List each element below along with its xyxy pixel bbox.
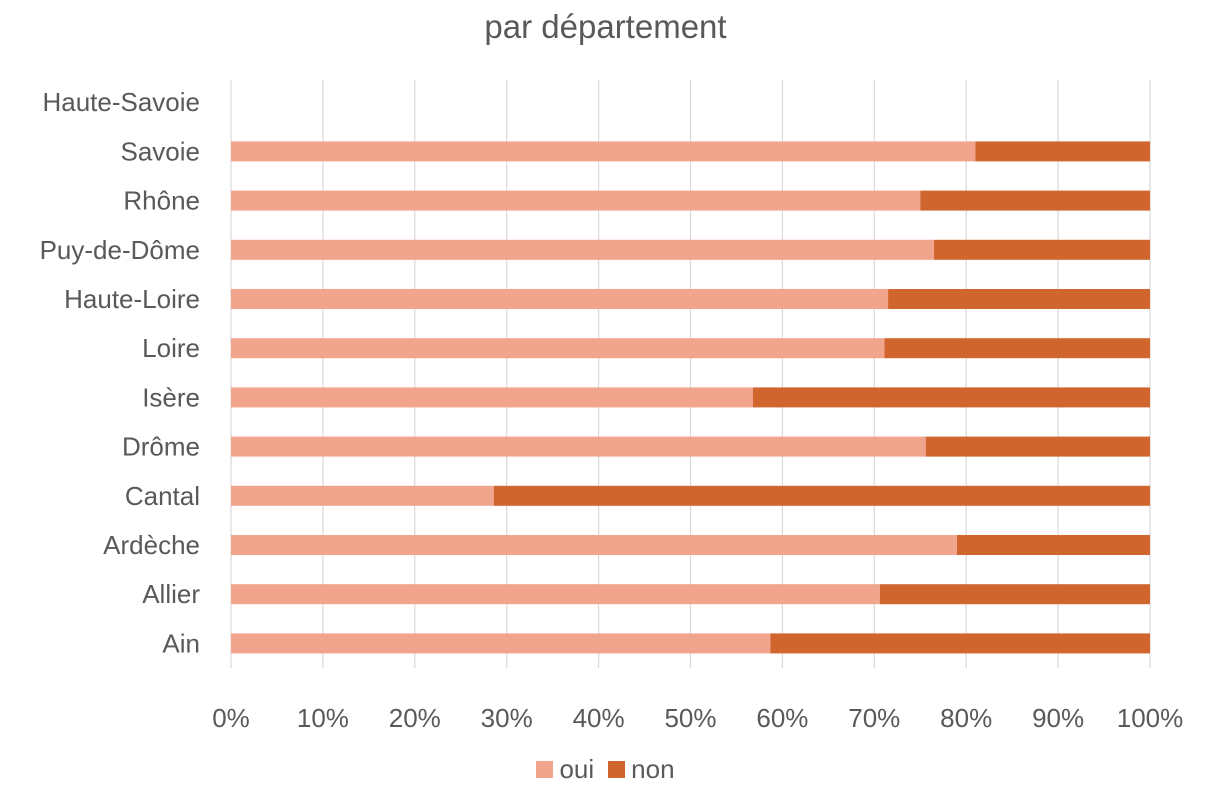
x-tick-label: 40%	[573, 703, 625, 733]
bar-oui-Loire[interactable]	[231, 338, 885, 359]
bar-oui-Rhône[interactable]	[231, 190, 921, 211]
x-tick-labels: 0% 10% 20% 30% 40% 50% 60% 70% 80% 90% 100%	[212, 703, 1183, 733]
x-tick-label: 50%	[664, 703, 716, 733]
bar-oui-Cantal[interactable]	[231, 485, 494, 506]
bar-non-Allier[interactable]	[879, 584, 1150, 605]
chart-title: par département	[484, 8, 727, 45]
bar-oui-Allier[interactable]	[231, 584, 880, 605]
bar-oui-Ain[interactable]	[231, 633, 771, 654]
category-label: Drôme	[122, 432, 200, 462]
legend-swatch-oui	[536, 761, 554, 778]
category-label: Haute-Loire	[64, 284, 200, 314]
legend-swatch-non	[608, 761, 626, 778]
x-tick-label: 100%	[1117, 703, 1184, 733]
legend-label-oui: oui	[559, 754, 595, 784]
x-tick-label: 20%	[389, 703, 441, 733]
x-tick-label: 80%	[940, 703, 992, 733]
bar-non-Savoie[interactable]	[975, 141, 1150, 162]
category-labels: Ain Allier Ardèche Cantal Drôme Isère Loire Hau…	[40, 87, 201, 658]
bar-non-Ardèche[interactable]	[957, 535, 1150, 555]
bar-non-Haute-Loire[interactable]	[888, 289, 1150, 309]
bar-oui-Savoie[interactable]	[231, 141, 976, 162]
bar-non-Ain[interactable]	[770, 633, 1150, 654]
bar-oui-Isère[interactable]	[231, 387, 753, 408]
x-tick-label: 60%	[756, 703, 808, 733]
bar-non-Loire[interactable]	[884, 338, 1150, 359]
gridlines	[230, 80, 1151, 668]
category-label: Ardèche	[103, 530, 200, 560]
legend-item-oui[interactable]: oui	[536, 754, 594, 785]
category-label: Allier	[142, 579, 200, 609]
x-tick-label: 70%	[848, 703, 900, 733]
legend-label-non: non	[631, 754, 675, 784]
category-label: Puy-de-Dôme	[40, 235, 200, 265]
bar-oui-Ardèche[interactable]	[231, 535, 958, 555]
category-label: Ain	[162, 628, 200, 658]
legend: oui non	[0, 754, 1211, 785]
bar-non-Rhône[interactable]	[920, 190, 1150, 211]
bar-non-Drôme[interactable]	[925, 436, 1150, 457]
category-label: Loire	[142, 333, 200, 363]
bar-oui-Drôme[interactable]	[231, 436, 926, 457]
bar-non-Cantal[interactable]	[493, 485, 1151, 506]
category-label: Rhône	[123, 186, 200, 216]
x-tick-label: 90%	[1032, 703, 1084, 733]
bar-non-Isère[interactable]	[752, 387, 1150, 408]
x-tick-label: 0%	[212, 703, 250, 733]
category-label: Cantal	[125, 481, 200, 511]
x-tick-label: 30%	[481, 703, 533, 733]
legend-item-non[interactable]: non	[608, 754, 675, 785]
category-label: Isère	[142, 382, 200, 412]
bar-oui-Puy-de-Dôme[interactable]	[231, 239, 935, 260]
category-label: Savoie	[121, 136, 201, 166]
bar-oui-Haute-Loire[interactable]	[231, 289, 889, 309]
category-label: Haute-Savoie	[42, 87, 200, 117]
bar-non-Puy-de-Dôme[interactable]	[934, 239, 1150, 260]
x-tick-label: 10%	[297, 703, 349, 733]
bars	[231, 141, 1151, 654]
